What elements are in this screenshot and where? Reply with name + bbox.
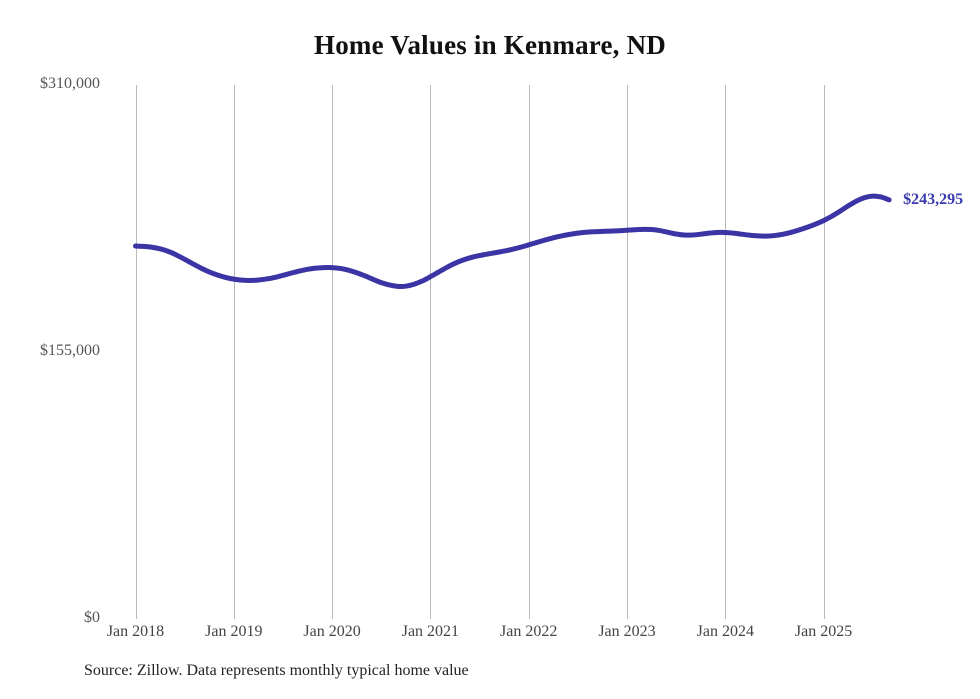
gridlines <box>136 85 825 619</box>
x-tick-label: Jan 2020 <box>303 623 361 640</box>
x-tick-label: Jan 2021 <box>401 623 460 640</box>
x-tick-label: Jan 2018 <box>106 623 165 640</box>
end-value-annotation: $243,295 <box>903 190 964 208</box>
source-note: Source: Zillow. Data represents monthly … <box>84 662 469 679</box>
y-tick-label: $0 <box>84 609 100 626</box>
x-tick-label: Jan 2023 <box>598 623 656 640</box>
x-tick-label: Jan 2019 <box>205 623 263 640</box>
chart-title: Home Values in Kenmare, ND <box>314 30 666 60</box>
x-tick-label: Jan 2024 <box>696 623 754 640</box>
x-tick-label: Jan 2022 <box>500 623 558 640</box>
y-tick-label: $310,000 <box>40 75 100 92</box>
y-tick-label: $155,000 <box>40 342 100 359</box>
x-tick-label: Jan 2025 <box>794 623 853 640</box>
series-line-typical-home-value <box>133 193 892 289</box>
